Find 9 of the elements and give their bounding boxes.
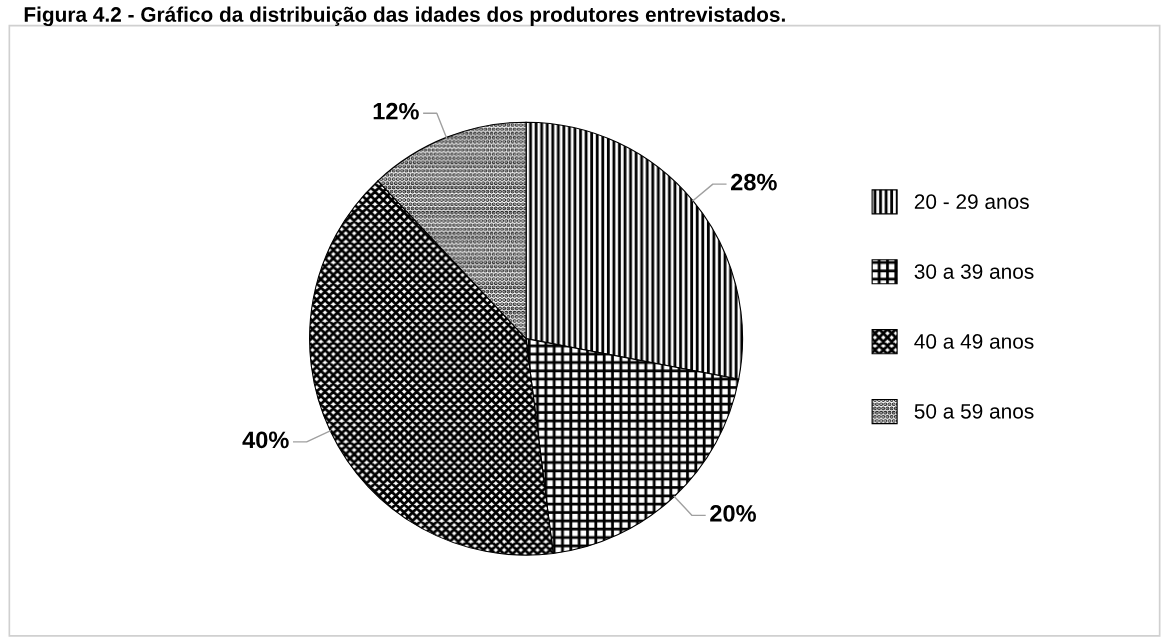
data-label: 40% (242, 431, 289, 449)
data-label: 12% (373, 102, 419, 120)
legend-label: 30 a 39 anos (914, 264, 1034, 279)
data-label: 20% (710, 505, 756, 522)
legend-label: 20 - 29 anos (914, 194, 1029, 210)
data-label: 28% (731, 173, 777, 191)
legend-label: 50 a 59 anos (914, 403, 1034, 419)
legend-label: 40 a 49 anos (914, 334, 1034, 349)
chart-title: Figura 4.2 - Gráfico da distribuição das idades dos produtores entrevistados. (24, 6, 785, 27)
